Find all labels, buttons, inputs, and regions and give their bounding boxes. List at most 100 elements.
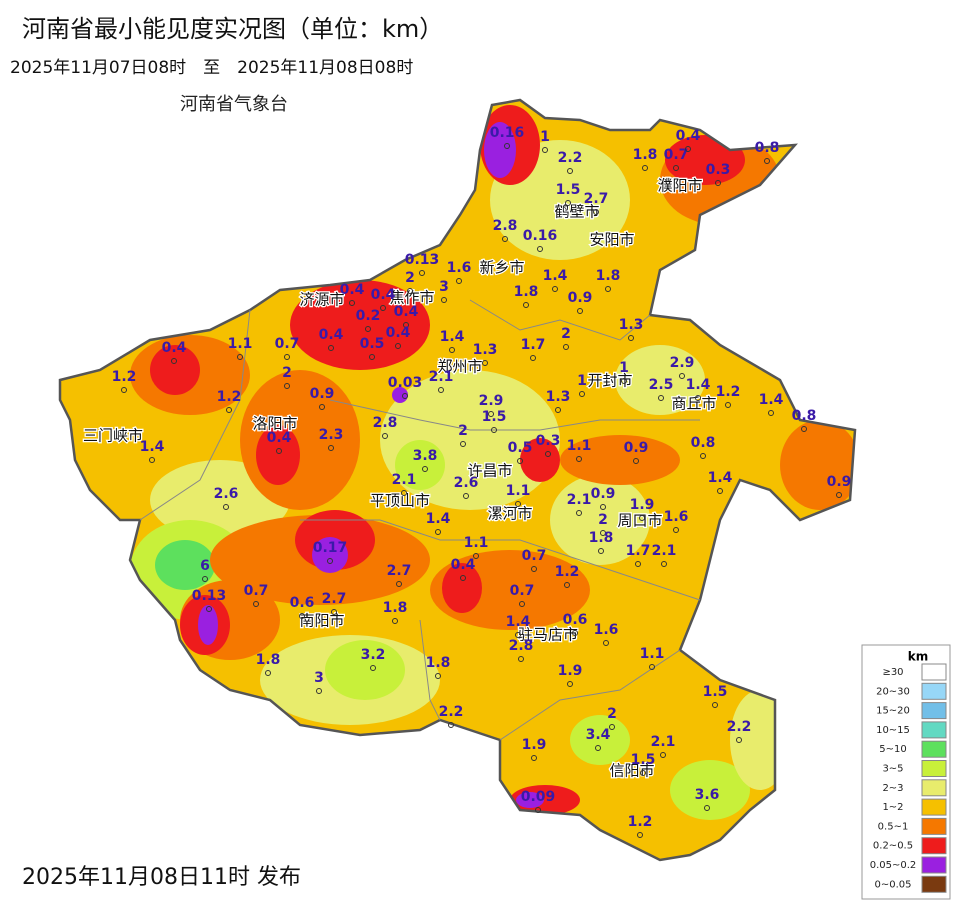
station-dot [265, 670, 271, 676]
station-dot [563, 344, 569, 350]
station-dot [660, 752, 666, 758]
station-value: 2.1 [392, 472, 417, 488]
station-value: 0.17 [313, 540, 348, 556]
station-dot [435, 673, 441, 679]
station-value: 1.8 [256, 652, 281, 668]
city-label: 驻马店市 [518, 626, 578, 644]
station-value: 1.5 [482, 409, 507, 425]
station-value: 1.2 [628, 814, 653, 830]
station-value: 2.7 [387, 563, 412, 579]
station-dot [519, 601, 525, 607]
station-value: 2.7 [322, 591, 347, 607]
station-value: 0.9 [310, 386, 335, 402]
station-value: 2.1 [567, 492, 592, 508]
station-dot [595, 745, 601, 751]
legend-label: 1~2 [882, 802, 903, 813]
station-dot [542, 147, 548, 153]
city-label: 三门峡市 [83, 427, 143, 445]
station-value: 1.5 [631, 752, 656, 768]
station-dot [576, 510, 582, 516]
station-dot [712, 702, 718, 708]
station-dot [438, 387, 444, 393]
station-dot [328, 345, 334, 351]
station-value: 0.5 [360, 336, 385, 352]
station-dot [715, 180, 721, 186]
station-dot [327, 558, 333, 564]
station-dot [600, 530, 606, 536]
station-value: 1.3 [546, 389, 571, 405]
station-value: 1.5 [703, 684, 728, 700]
station-dot [635, 561, 641, 567]
station-dot [419, 270, 425, 276]
station-value: 0.4 [451, 557, 476, 573]
legend-label: 0.2~0.5 [873, 841, 913, 852]
station-value: 0.9 [827, 474, 852, 490]
station-value: 2.7 [584, 191, 609, 207]
station-value: 1.5 [556, 182, 581, 198]
station-dot [448, 722, 454, 728]
city-label: 济源市 [299, 291, 344, 309]
station-value: 1 [577, 373, 587, 389]
station-dot [639, 515, 645, 521]
station-dot [836, 492, 842, 498]
legend-label: 20~30 [876, 686, 910, 697]
station-dot [502, 236, 508, 242]
station-dot [518, 656, 524, 662]
station-dot [593, 209, 599, 215]
legend-label: 0.05~0.2 [870, 860, 917, 871]
station-dot [640, 770, 646, 776]
station-dot [403, 322, 409, 328]
station-value: 0.8 [755, 140, 780, 156]
station-dot [565, 200, 571, 206]
station-dot [441, 297, 447, 303]
legend-label: 10~15 [876, 725, 910, 736]
station-dot [545, 451, 551, 457]
city-label: 安阳市 [589, 231, 634, 249]
station-dot [673, 527, 679, 533]
station-value: 2 [282, 365, 292, 381]
legend-label: 0.5~1 [878, 821, 909, 832]
station-value: 0.4 [340, 282, 365, 298]
station-value: 0.09 [521, 789, 556, 805]
station-value: 2.3 [319, 427, 344, 443]
station-dot [598, 548, 604, 554]
station-value: 0.4 [386, 325, 411, 341]
station-dot [535, 807, 541, 813]
station-dot [567, 681, 573, 687]
station-value: 0.8 [792, 408, 817, 424]
station-value: 3 [314, 670, 324, 686]
legend-swatch [921, 837, 947, 855]
station-value: 2 [405, 270, 415, 286]
issuer: 河南省气象台 [180, 94, 288, 115]
station-value: 1.2 [217, 389, 242, 405]
title: 河南省最小能见度实况图（单位：km） [22, 15, 443, 43]
legend-swatch [921, 798, 947, 816]
station-value: 6 [200, 558, 210, 574]
station-dot [572, 630, 578, 636]
station-dot [435, 529, 441, 535]
station-value: 1.6 [447, 260, 472, 276]
station-value: 1.9 [558, 663, 583, 679]
station-value: 0.6 [563, 612, 588, 628]
station-dot [299, 613, 305, 619]
station-value: 0.4 [162, 340, 187, 356]
station-dot [515, 632, 521, 638]
station-dot [402, 393, 408, 399]
city-borders [139, 299, 701, 741]
station-value: 1.4 [140, 439, 165, 455]
station-dot [407, 288, 413, 294]
station-dot [392, 618, 398, 624]
city-label: 许昌市 [467, 462, 512, 480]
station-dot [531, 755, 537, 761]
station-dot [736, 737, 742, 743]
station-value: 0.4 [319, 327, 344, 343]
station-dot [202, 576, 208, 582]
legend-swatch [921, 760, 947, 777]
station-dot [658, 395, 664, 401]
station-value: 3.2 [361, 647, 386, 663]
station-dot [679, 373, 685, 379]
station-dot [491, 427, 497, 433]
station-dot [695, 395, 701, 401]
station-value: 1.8 [514, 284, 539, 300]
station-value: 1.4 [759, 392, 784, 408]
